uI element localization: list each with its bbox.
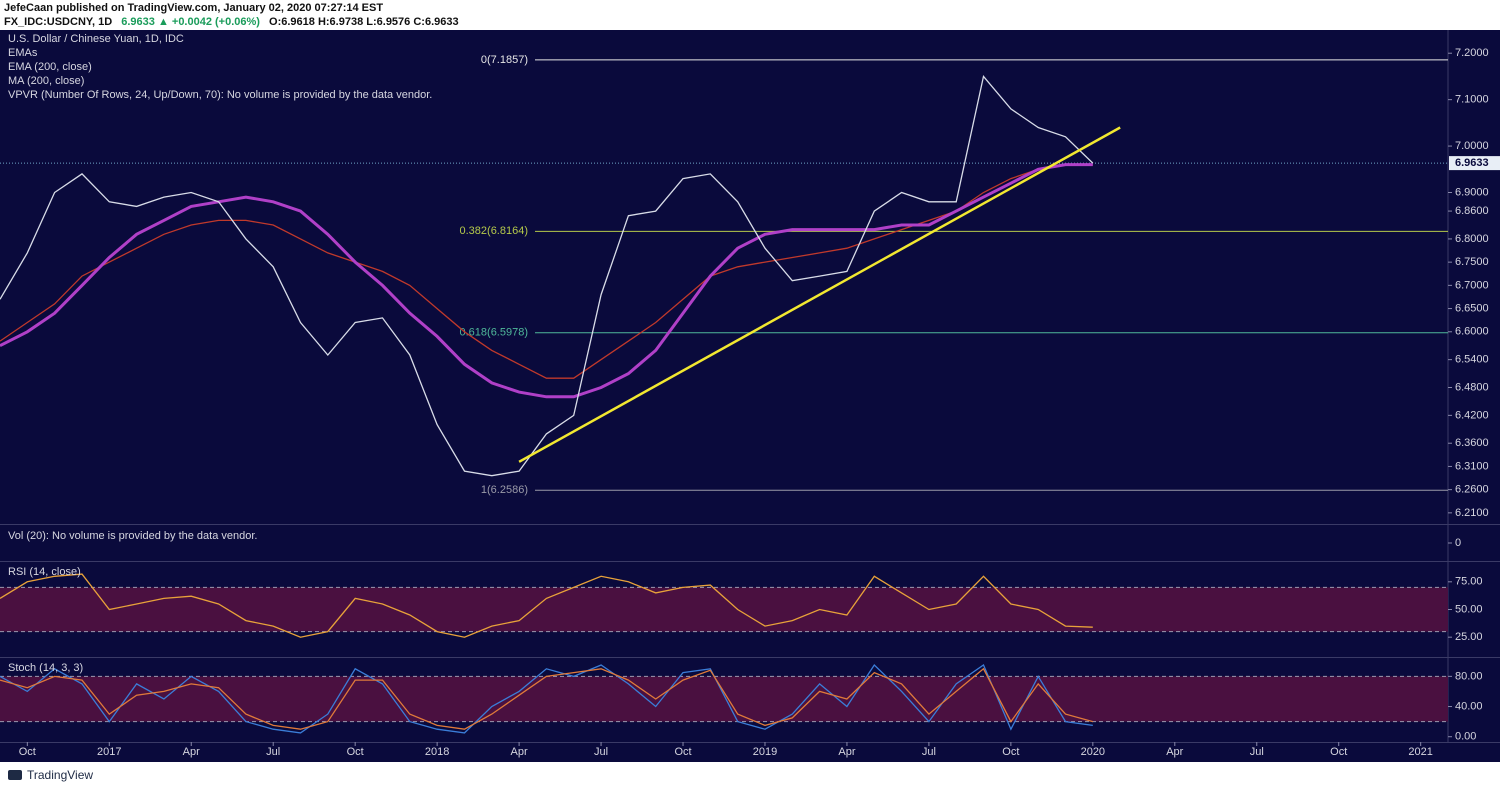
x-tick-label: 2018 (425, 746, 449, 758)
y-tick-label: 6.4800 (1455, 381, 1489, 393)
y-tick-label: 6.8600 (1455, 205, 1489, 217)
x-tick-label: Oct (1330, 746, 1347, 758)
price-line (0, 74, 1094, 477)
trendline (518, 126, 1121, 463)
last-price-box (1449, 156, 1500, 171)
rsi-line (0, 573, 1093, 638)
indicator-line (0, 663, 1093, 734)
x-tick-label: Jul (1250, 746, 1264, 758)
brand: TradingView (27, 768, 93, 782)
y-tick-label: 6.7000 (1455, 279, 1489, 291)
x-tick-label: Oct (1002, 746, 1019, 758)
y-tick-label: 50.00 (1455, 603, 1483, 615)
x-tick-label: Jul (266, 746, 280, 758)
y-tick-label: 7.0000 (1455, 140, 1489, 152)
x-tick-label: Oct (674, 746, 691, 758)
x-tick-label: Jul (594, 746, 608, 758)
pane-title: Stoch (14, 3, 3) (8, 662, 83, 674)
annotation: EMAs (8, 47, 38, 59)
y-tick-label: 40.00 (1455, 700, 1483, 712)
fib-label: 0.618(6.5978) (460, 327, 529, 339)
x-tick-label: Apr (511, 746, 528, 758)
x-tick-label: 2020 (1081, 746, 1105, 758)
y-tick-label: 6.2600 (1455, 484, 1489, 496)
y-tick-label: 0.00 (1455, 731, 1476, 743)
x-tick-label: Apr (1166, 746, 1183, 758)
y-tick-label: 6.4200 (1455, 409, 1489, 421)
indicator-line (0, 163, 1093, 379)
last-change: 6.9633 ▲ +0.0042 (+0.06%) (121, 16, 260, 28)
x-tick-label: 2021 (1408, 746, 1432, 758)
y-tick-label: 6.5400 (1455, 354, 1489, 366)
tradingview-logo: TradingView (8, 768, 93, 782)
y-tick-label: 7.2000 (1455, 47, 1489, 59)
x-tick-label: 2019 (753, 746, 777, 758)
y-tick-label: 25.00 (1455, 631, 1483, 643)
indicator-band (0, 676, 1448, 722)
pane-title: RSI (14, close) (8, 566, 81, 578)
indicator-line (0, 163, 1093, 399)
symbol-line: FX_IDC:USDCNY, 1D 6.9633 ▲ +0.0042 (+0.0… (4, 16, 459, 28)
x-tick-label: Jul (922, 746, 936, 758)
x-tick-label: 2017 (97, 746, 121, 758)
pane-title: U.S. Dollar / Chinese Yuan, 1D, IDC (8, 33, 184, 45)
y-tick-label: 7.1000 (1455, 94, 1489, 106)
fib-label: 1(6.2586) (481, 484, 528, 496)
annotation: VPVR (Number Of Rows, 24, Up/Down, 70): … (8, 89, 432, 101)
x-tick-label: Apr (838, 746, 855, 758)
fib-label: 0.382(6.8164) (460, 225, 529, 237)
x-tick-label: Oct (19, 746, 36, 758)
symbol: FX_IDC:USDCNY, 1D (4, 16, 112, 28)
fib-label: 0(7.1857) (481, 54, 528, 66)
x-tick-label: Oct (347, 746, 364, 758)
ohlc: O:6.9618 H:6.9738 L:6.9576 C:6.9633 (269, 16, 459, 28)
y-tick-label: 0 (1455, 537, 1461, 549)
publish-line: JefeCaan published on TradingView.com, J… (4, 2, 383, 14)
last-price-label: 6.9633 (1455, 157, 1489, 169)
header-bar (0, 0, 1500, 30)
y-tick-label: 6.9000 (1455, 186, 1489, 198)
y-tick-label: 6.6500 (1455, 302, 1489, 314)
y-tick-label: 75.00 (1455, 576, 1483, 588)
indicator-band (0, 587, 1448, 632)
y-tick-label: 6.3100 (1455, 460, 1489, 472)
legend-entry: MA (200, close) (8, 75, 84, 87)
x-tick-label: Apr (183, 746, 200, 758)
logo-mark (8, 770, 22, 780)
footer-bar (0, 762, 1500, 791)
y-tick-label: 6.3600 (1455, 437, 1489, 449)
legend-entry: EMA (200, close) (8, 61, 92, 73)
y-tick-label: 6.6000 (1455, 326, 1489, 338)
pane-title: Vol (20): No volume is provided by the d… (8, 530, 257, 542)
y-tick-label: 6.2100 (1455, 507, 1489, 519)
y-tick-label: 6.8000 (1455, 233, 1489, 245)
chart-background (0, 30, 1500, 762)
y-tick-label: 80.00 (1455, 670, 1483, 682)
indicator-line (0, 667, 1093, 730)
y-tick-label: 6.7500 (1455, 256, 1489, 268)
